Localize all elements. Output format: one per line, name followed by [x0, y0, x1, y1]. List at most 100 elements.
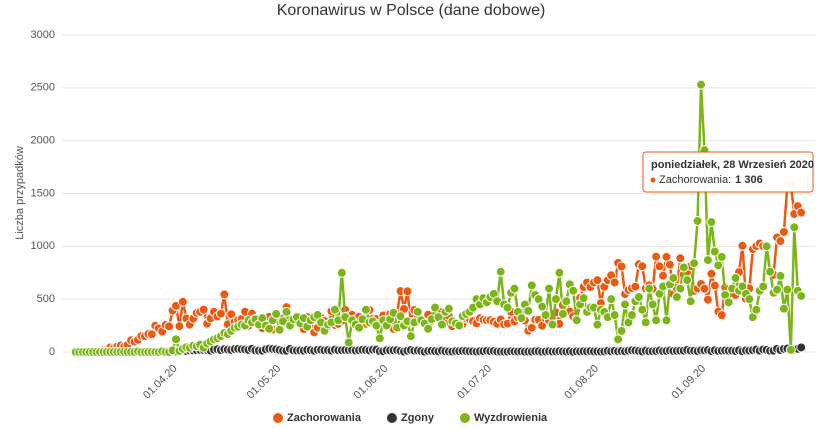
- data-point: [785, 344, 796, 355]
- data-point: [592, 319, 603, 330]
- data-point: [685, 296, 696, 307]
- chart-title: Koronawirus w Polsce (dane dobowe): [277, 2, 546, 19]
- data-point: [198, 304, 209, 315]
- data-point: [550, 294, 561, 305]
- data-point: [651, 251, 662, 262]
- data-point: [371, 320, 382, 331]
- data-point: [702, 255, 713, 266]
- data-point: [744, 294, 755, 305]
- data-point: [495, 266, 506, 277]
- data-point: [616, 325, 627, 336]
- data-point: [516, 313, 527, 324]
- data-point: [661, 315, 672, 326]
- data-point: [775, 236, 786, 247]
- data-point: [329, 304, 340, 315]
- data-point: [502, 302, 513, 313]
- data-point: [692, 215, 703, 226]
- data-point: [630, 281, 641, 292]
- data-point: [737, 240, 748, 251]
- data-point: [716, 310, 727, 321]
- data-point: [395, 311, 406, 322]
- y-tick-label: 0: [49, 346, 55, 358]
- data-point: [405, 331, 416, 342]
- legend-label: Zgony: [401, 412, 435, 424]
- data-point: [640, 317, 651, 328]
- data-point: [775, 270, 786, 281]
- data-point: [668, 273, 679, 284]
- legend-marker: [459, 413, 470, 423]
- data-point: [713, 260, 724, 271]
- x-tick-label: 01.08.20: [562, 363, 601, 402]
- data-point: [699, 283, 710, 294]
- data-point: [174, 321, 185, 332]
- data-point: [274, 324, 285, 335]
- data-point: [606, 294, 617, 305]
- legend: Zachorowania Zgony Wyzdrowienia: [273, 412, 548, 424]
- tooltip-date: poniedziałek, 28 Wrzesień 2020: [651, 159, 814, 171]
- data-point: [702, 294, 713, 305]
- data-point: [568, 285, 579, 296]
- data-point: [633, 292, 644, 303]
- data-point: [526, 280, 537, 291]
- x-tick-label: 01.09.20: [669, 363, 708, 402]
- data-point: [730, 273, 741, 284]
- data-point: [644, 283, 655, 294]
- data-point: [637, 304, 648, 315]
- legend-marker: [386, 413, 397, 423]
- y-tick-label: 500: [37, 293, 55, 305]
- tooltip-label: Zachorowania:: [659, 174, 731, 186]
- data-point: [215, 308, 226, 319]
- data-point: [616, 261, 627, 272]
- data-point: [336, 267, 347, 278]
- data-point: [796, 290, 807, 301]
- data-point: [571, 315, 582, 326]
- data-point: [219, 289, 230, 300]
- data-point: [620, 299, 631, 310]
- data-point: [557, 308, 568, 319]
- data-point: [271, 308, 282, 319]
- data-point: [796, 342, 807, 353]
- data-point: [675, 253, 686, 264]
- data-point: [412, 306, 423, 317]
- data-point: [709, 246, 720, 257]
- data-point: [761, 241, 772, 252]
- data-point: [682, 275, 693, 286]
- y-tick-label: 2500: [31, 82, 55, 94]
- x-tick-label: 01.07.20: [455, 363, 494, 402]
- data-point: [658, 270, 669, 281]
- data-point: [613, 334, 624, 345]
- data-point: [696, 79, 707, 90]
- x-tick-label: 01.06.20: [352, 363, 391, 402]
- data-point: [430, 302, 441, 313]
- data-point: [782, 284, 793, 295]
- data-point: [170, 334, 181, 345]
- data-point: [164, 321, 175, 332]
- data-point: [374, 333, 385, 344]
- data-point: [544, 283, 555, 294]
- data-point: [772, 284, 783, 295]
- tooltip-value: 1 306: [735, 174, 763, 186]
- legend-marker: [273, 413, 283, 423]
- tooltip-marker: [650, 177, 656, 183]
- data-point: [526, 322, 537, 333]
- data-point: [423, 323, 434, 334]
- data-point: [561, 296, 572, 307]
- data-point: [354, 322, 365, 333]
- data-point: [523, 305, 534, 316]
- data-point: [540, 310, 551, 321]
- data-point: [360, 304, 371, 315]
- data-point: [537, 301, 548, 312]
- data-point: [796, 207, 807, 218]
- data-point: [402, 286, 413, 297]
- data-point: [343, 337, 354, 348]
- data-point: [647, 299, 658, 310]
- data-point: [751, 304, 762, 315]
- data-point: [454, 320, 465, 331]
- data-point: [509, 283, 520, 294]
- tooltip: poniedziałek, 28 Wrzesień 2020 Zachorowan…: [642, 151, 814, 193]
- data-point: [626, 310, 637, 321]
- y-tick-label: 2000: [31, 135, 55, 147]
- data-point: [654, 261, 665, 272]
- y-tick-label: 1000: [31, 240, 55, 252]
